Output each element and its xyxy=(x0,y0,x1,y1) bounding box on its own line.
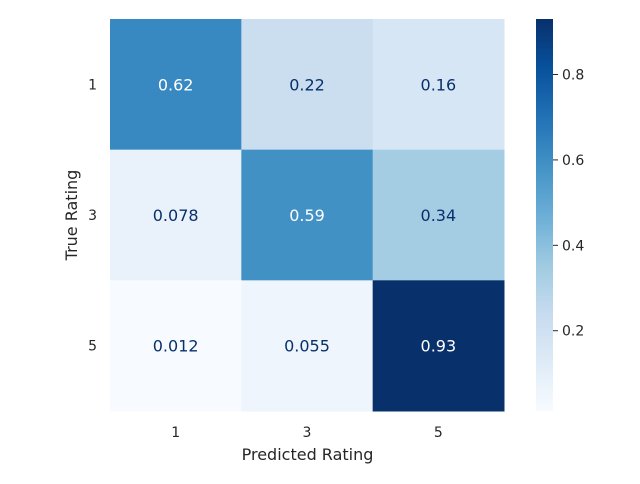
cell-value-label: 0.22 xyxy=(289,75,325,94)
x-axis-ticks: 1 3 5 xyxy=(171,425,443,441)
heatmap-cell xyxy=(241,149,374,281)
heatmap-cell xyxy=(110,149,242,281)
cell-value-label: 0.055 xyxy=(284,337,330,356)
colorbar-ticks: 0.2 0.4 0.6 0.8 xyxy=(553,68,584,340)
y-axis-label: True Rating xyxy=(62,170,81,262)
heatmap-cell xyxy=(241,280,374,412)
cell-value-label: 0.16 xyxy=(421,75,457,94)
colorbar-tick-label: 0.4 xyxy=(562,238,584,254)
heatmap-cell xyxy=(372,149,505,281)
cell-value-label: 0.93 xyxy=(421,337,457,356)
heatmap-cells xyxy=(110,19,505,412)
x-tick-label: 1 xyxy=(171,425,180,441)
cell-value-label: 0.078 xyxy=(153,206,199,225)
heatmap-cell xyxy=(110,280,242,412)
heatmap-cell xyxy=(372,19,505,151)
y-tick-label: 1 xyxy=(88,77,97,93)
y-tick-label: 3 xyxy=(88,208,97,224)
x-axis-label: Predicted Rating xyxy=(242,445,374,464)
cell-annotations: 0.62 0.22 0.16 0.078 0.59 0.34 0.012 0.055 0.93 xyxy=(153,75,456,355)
cell-value-label: 0.012 xyxy=(153,337,199,356)
y-tick-label: 5 xyxy=(88,339,97,355)
colorbar xyxy=(536,19,553,411)
heatmap-cell xyxy=(241,19,374,151)
cell-value-label: 0.62 xyxy=(158,75,194,94)
colorbar-tick-label: 0.6 xyxy=(562,153,584,169)
heatmap-cell xyxy=(372,280,505,412)
x-tick-label: 5 xyxy=(434,425,443,441)
cell-value-label: 0.34 xyxy=(421,206,457,225)
y-axis-ticks: 1 3 5 xyxy=(88,77,97,354)
colorbar-tick-label: 0.2 xyxy=(562,324,584,340)
heatmap-cell xyxy=(110,19,242,151)
cell-value-label: 0.59 xyxy=(289,206,325,225)
x-tick-label: 3 xyxy=(303,425,312,441)
colorbar-tick-label: 0.8 xyxy=(562,68,584,84)
